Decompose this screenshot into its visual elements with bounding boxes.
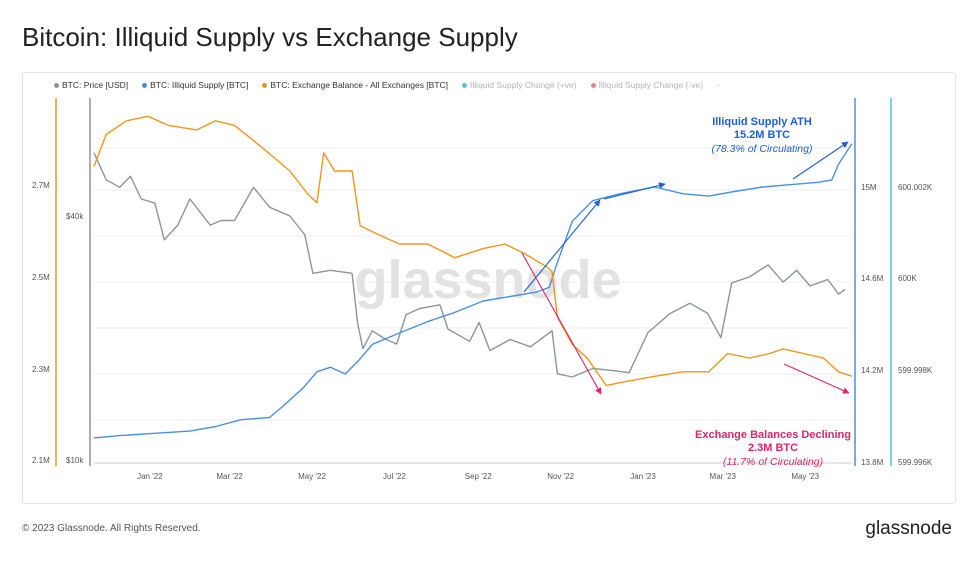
x-axis-tick: Jan '23: [630, 472, 656, 481]
x-axis-tick: Jan '22: [137, 472, 163, 481]
legend-item-change-pos[interactable]: Illiquid Supply Change (+ve): [462, 80, 577, 90]
illiquid-ath-value: 15.2M BTC: [734, 129, 790, 141]
change-axis-tick: 599.998K: [898, 366, 933, 375]
x-axis-tick: May '23: [791, 472, 819, 481]
trend-arrow-blue-3: [792, 141, 849, 180]
illiquid-supply-line: [93, 143, 853, 439]
chart-legend: BTC: Price [USD] BTC: Illiquid Supply [B…: [54, 80, 720, 90]
trend-arrow-blue-1: [523, 199, 601, 293]
legend-label-change-neg: Illiquid Supply Change (-ve): [598, 80, 704, 90]
legend-dot-illiquid: [142, 82, 148, 88]
x-axis-tick: Mar '22: [216, 472, 243, 481]
change-axis-tick: 599.996K: [898, 458, 933, 467]
x-axis-tick: May '22: [298, 472, 326, 481]
illiquid-ath-title: Illiquid Supply ATH: [712, 116, 812, 128]
exchange-decline-value: 2.3M BTC: [748, 442, 798, 454]
exchange-axis-tick: 2.5M: [32, 273, 50, 282]
legend-item-illiquid[interactable]: BTC: Illiquid Supply [BTC]: [142, 80, 248, 90]
illiquid-axis-tick: 13.8M: [861, 458, 884, 467]
tick-labels: 2.7M 2.5M 2.3M 2.1M $40k $10k 15M 14.6M 14.2M 13.…: [32, 181, 933, 481]
legend-label-extra: -: [717, 80, 720, 90]
illiquid-axis-tick: 15M: [861, 183, 877, 192]
legend-dot-change-neg: [590, 82, 596, 88]
glassnode-logo: glassnode: [865, 518, 952, 539]
legend-item-exchange[interactable]: BTC: Exchange Balance - All Exchanges [B…: [262, 80, 448, 90]
legend-dot-change-pos: [462, 82, 468, 88]
legend-item-price[interactable]: BTC: Price [USD]: [54, 80, 128, 90]
legend-dot-price: [54, 82, 59, 88]
axes: [55, 98, 892, 466]
legend-item-change-neg[interactable]: Illiquid Supply Change (-ve): [590, 80, 704, 90]
x-axis-tick: Jul '22: [383, 472, 406, 481]
exchange-balance-line: [93, 115, 853, 387]
trend-arrows: [521, 141, 850, 395]
exchange-axis-tick: 2.7M: [32, 181, 50, 190]
trend-arrow-pink-2: [783, 363, 850, 394]
illiquid-ath-pct: (78.3% of Circulating): [712, 143, 813, 155]
grid-lines: [94, 147, 852, 421]
watermark: glassnode: [354, 250, 621, 310]
exchange-decline-pct: (11.7% of Circulating): [723, 456, 823, 468]
legend-dot-exchange: [262, 82, 268, 88]
price-line: [93, 152, 846, 378]
legend-label-exchange: BTC: Exchange Balance - All Exchanges [B…: [270, 80, 449, 90]
exchange-axis-tick: 2.1M: [32, 456, 50, 465]
chart-panel: [22, 72, 956, 504]
series-lines: [93, 115, 853, 439]
x-axis-tick: Sep '22: [465, 472, 492, 481]
change-axis-tick: 600K: [898, 274, 917, 283]
trend-arrow-pink-1: [521, 252, 602, 395]
illiquid-axis-tick: 14.6M: [861, 274, 884, 283]
legend-item-extra[interactable]: -: [717, 80, 720, 90]
x-axis-tick: Mar '23: [710, 472, 737, 481]
legend-label-price: BTC: Price [USD]: [62, 80, 129, 90]
copyright-footer: © 2023 Glassnode. All Rights Reserved.: [22, 523, 201, 534]
change-axis-tick: 600.002K: [898, 183, 933, 192]
exchange-decline-title: Exchange Balances Declining: [695, 429, 851, 441]
legend-label-illiquid: BTC: Illiquid Supply [BTC]: [150, 80, 249, 90]
chart-title: Bitcoin: Illiquid Supply vs Exchange Sup…: [22, 22, 518, 52]
exchange-axis-tick: 2.3M: [32, 365, 50, 374]
trend-arrow-blue-2: [603, 182, 666, 200]
illiquid-axis-tick: 14.2M: [861, 366, 884, 375]
legend-label-change-pos: Illiquid Supply Change (+ve): [470, 80, 577, 90]
x-axis-tick: Nov '22: [547, 472, 574, 481]
price-axis-tick: $10k: [66, 456, 84, 465]
price-axis-tick: $40k: [66, 212, 84, 221]
